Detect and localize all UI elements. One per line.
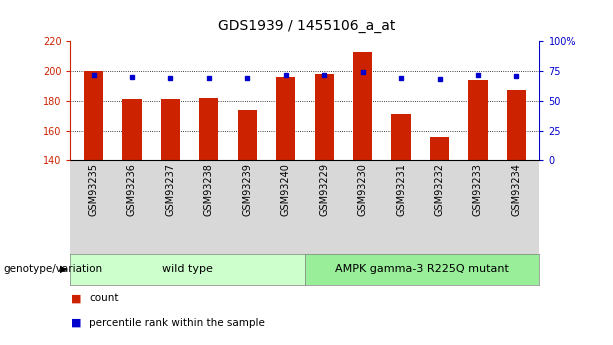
- Bar: [123, 99, 142, 160]
- Text: ■: ■: [70, 318, 81, 327]
- Text: genotype/variation: genotype/variation: [3, 264, 102, 274]
- Bar: [276, 77, 295, 160]
- Bar: [468, 80, 487, 160]
- Text: count: count: [89, 294, 118, 303]
- Bar: [353, 52, 372, 160]
- Bar: [238, 110, 257, 160]
- Text: ▶: ▶: [60, 264, 67, 274]
- Text: ■: ■: [70, 294, 81, 303]
- Bar: [199, 98, 218, 160]
- Text: percentile rank within the sample: percentile rank within the sample: [89, 318, 265, 327]
- Bar: [84, 71, 103, 160]
- Bar: [314, 74, 334, 160]
- Bar: [161, 99, 180, 160]
- Bar: [507, 90, 526, 160]
- Bar: [430, 137, 449, 160]
- Text: AMPK gamma-3 R225Q mutant: AMPK gamma-3 R225Q mutant: [335, 264, 509, 274]
- Text: GDS1939 / 1455106_a_at: GDS1939 / 1455106_a_at: [218, 19, 395, 33]
- Bar: [392, 114, 411, 160]
- Text: wild type: wild type: [162, 264, 213, 274]
